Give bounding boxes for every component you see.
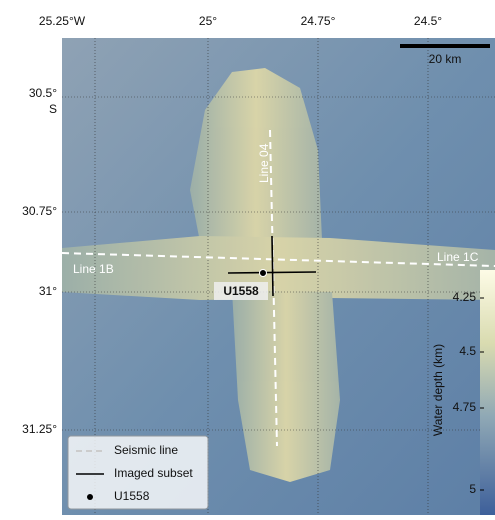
legend-label: Seismic line xyxy=(114,443,178,457)
line-label: Line 04 xyxy=(257,143,271,183)
lat-label: 30.5° xyxy=(29,86,57,100)
scale-label: 20 km xyxy=(429,52,462,66)
lon-label: 25° xyxy=(199,14,217,28)
colorbar-tick: 4.5 xyxy=(459,344,476,358)
colorbar-title: Water depth (km) xyxy=(431,344,445,436)
lon-label: 25.25°W xyxy=(39,14,86,28)
map: U1558 Line 04 Line 1B Line 1C 25.25°W 25… xyxy=(0,0,495,515)
site-label: U1558 xyxy=(223,284,259,298)
legend-key xyxy=(87,494,93,500)
lat-label: 31° xyxy=(39,284,57,298)
colorbar-tick: 4.75 xyxy=(453,400,477,414)
lon-label: 24.75° xyxy=(301,14,336,28)
lat-label: 31.25° xyxy=(22,422,57,436)
colorbar-tick: 4.25 xyxy=(453,290,477,304)
legend-label: Imaged subset xyxy=(114,466,193,480)
site-marker xyxy=(260,270,267,277)
line-label: Line 1C xyxy=(437,250,479,264)
colorbar-tick: 5 xyxy=(469,482,476,496)
lon-label: 24.5° xyxy=(414,14,442,28)
line-label: Line 1B xyxy=(73,262,114,276)
lat-hemisphere: S xyxy=(49,102,57,116)
legend-label: U1558 xyxy=(114,489,150,503)
page: {"lon_labels":["25.25°W","25°","24.75°",… xyxy=(0,0,495,515)
colorbar xyxy=(480,270,495,515)
lat-label: 30.75° xyxy=(22,204,57,218)
